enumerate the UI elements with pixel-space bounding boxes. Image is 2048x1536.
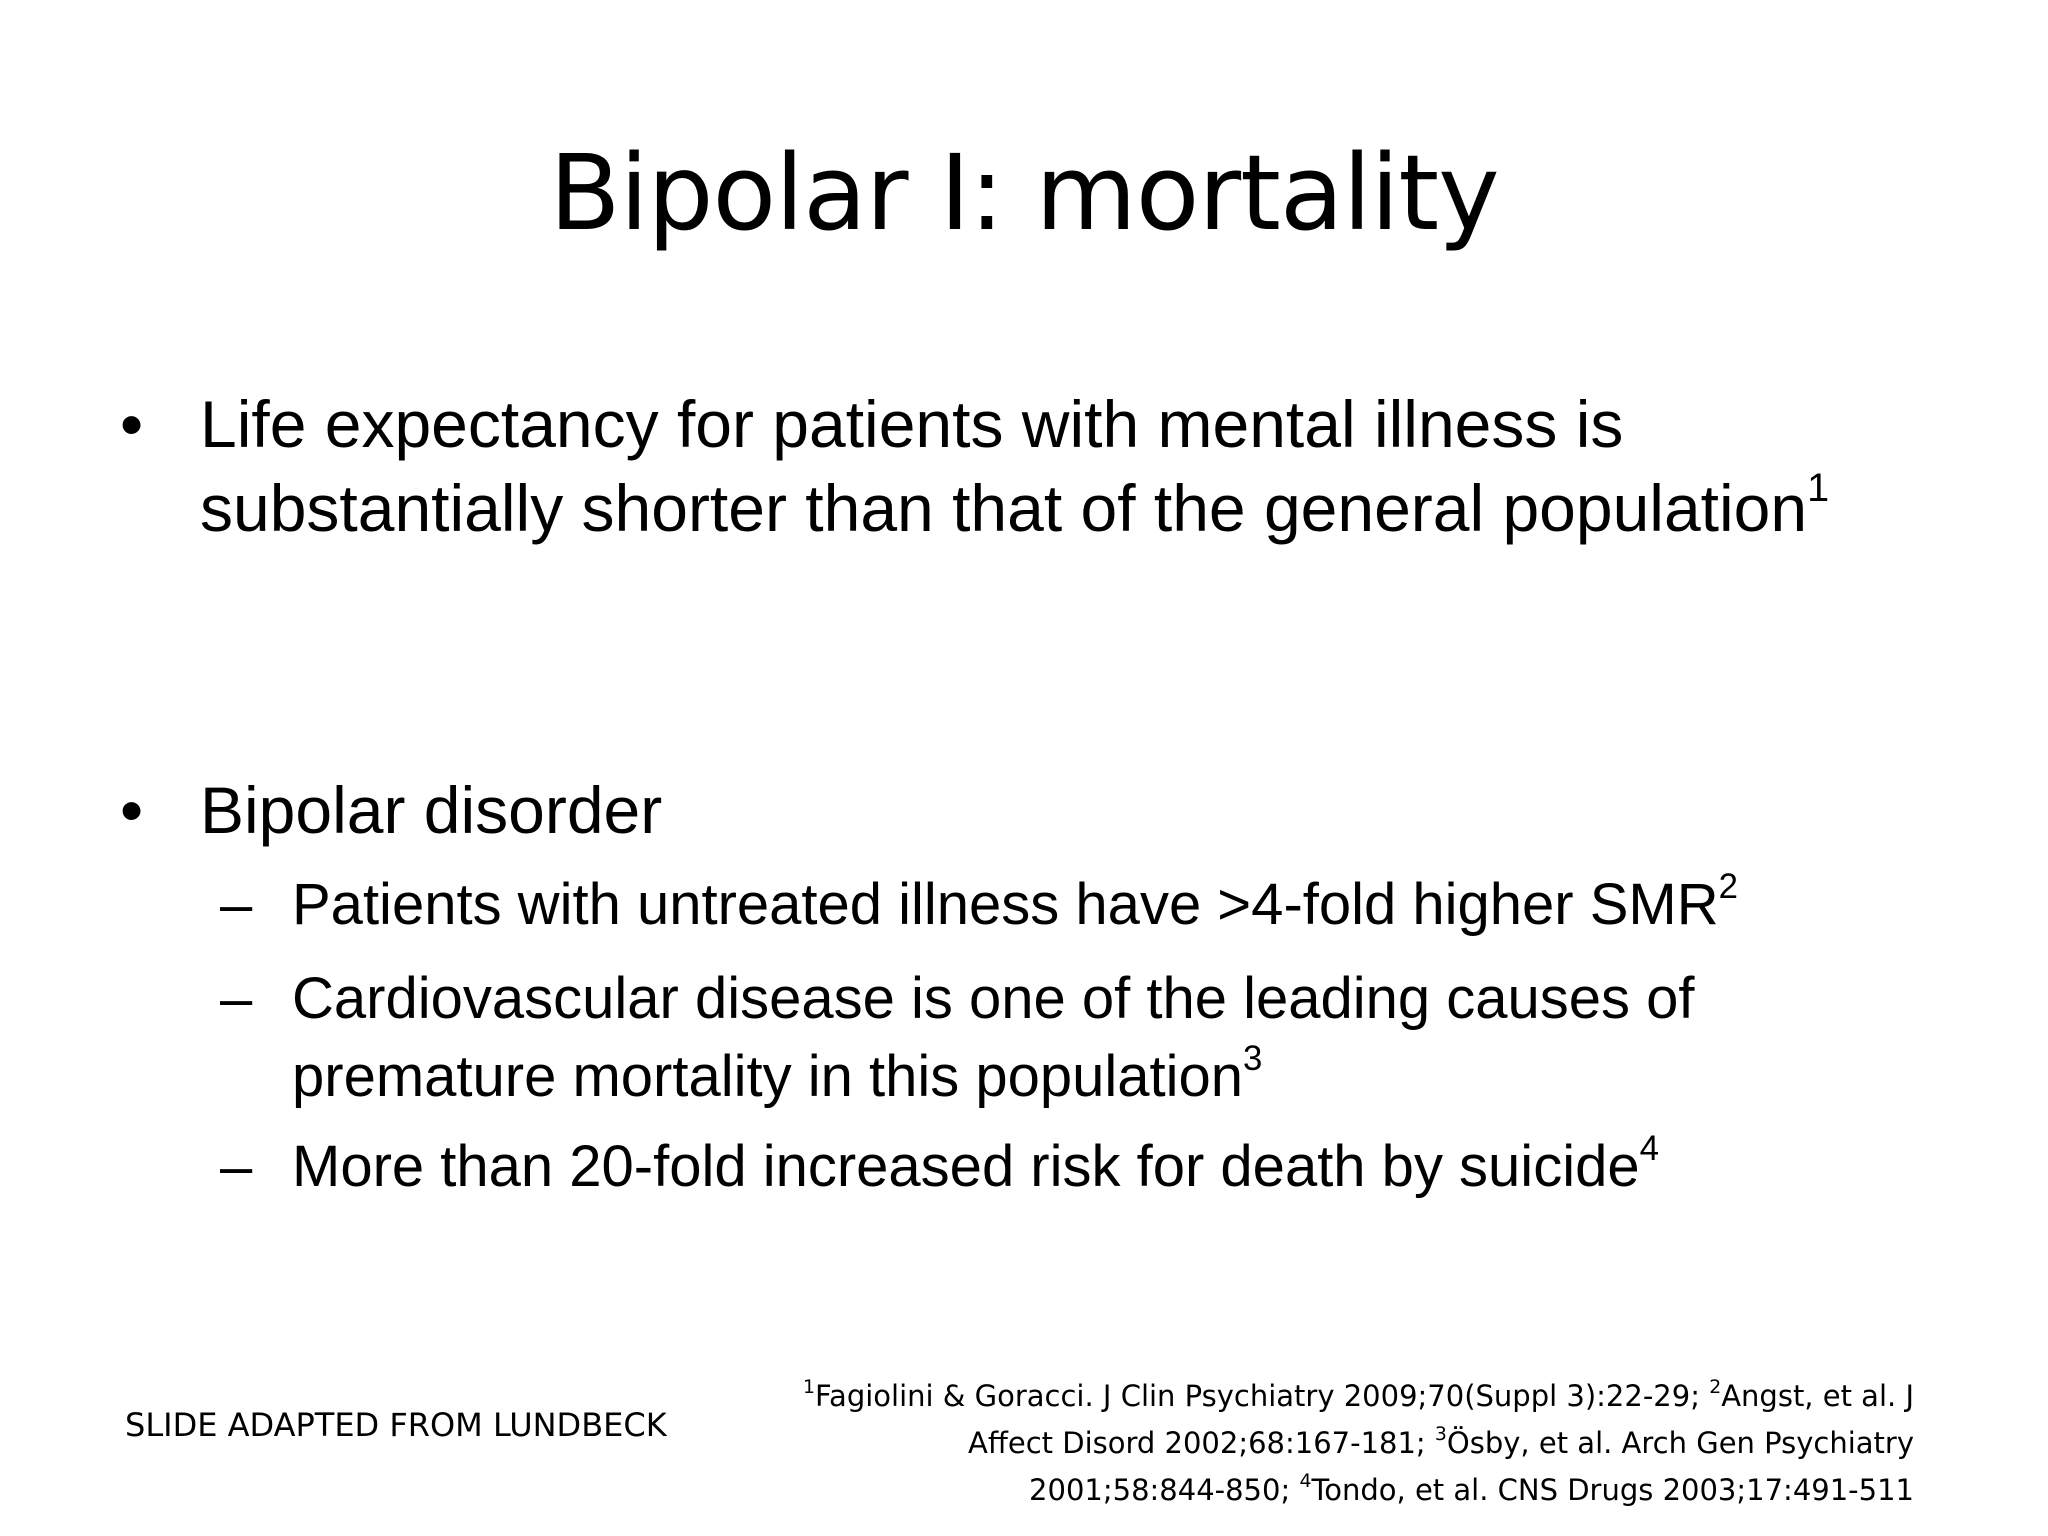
sub-bullet-marker: – (220, 1134, 253, 1199)
sub-bullet-text: More than 20-fold increased risk for dea… (292, 1128, 1932, 1214)
sub-bullet-text: Patients with untreated illness have >4-… (292, 866, 1932, 952)
references-footnote: 1Fagiolini & Goracci. J Clin Psychiatry … (780, 1375, 1914, 1516)
reference-superscript: 3 (1243, 1038, 1263, 1078)
reference-text: Ösby, et al. Arch Gen Psychiatry 2001;58… (1029, 1426, 1914, 1507)
reference-text: Tondo, et al. CNS Drugs 2003;17:491-511 (1311, 1473, 1914, 1507)
reference-number: 4 (1299, 1470, 1312, 1492)
source-note: SLIDE ADAPTED FROM LUNDBECK (125, 1406, 667, 1444)
reference-number: 1 (803, 1376, 816, 1398)
sub-bullet-text-content: More than 20-fold increased risk for dea… (292, 1134, 1640, 1199)
bullet-marker: • (120, 387, 144, 461)
bullet-text: Bipolar disorder (200, 773, 663, 847)
slide-title: Bipolar I: mortality (549, 132, 1499, 254)
sub-bullet-text-content: Patients with untreated illness have >4-… (292, 872, 1719, 937)
sub-bullet-marker: – (220, 872, 253, 937)
bullet-text-content: Life expectancy for patients with mental… (200, 387, 1808, 545)
reference-text: Angst, et al. J Affect Disord 2002;68:16… (968, 1379, 1914, 1460)
reference-superscript: 1 (1807, 466, 1830, 511)
reference-number: 2 (1709, 1376, 1722, 1398)
reference-text: Fagiolini & Goracci. J Clin Psychiatry 2… (815, 1379, 1710, 1413)
reference-superscript: 4 (1639, 1128, 1659, 1168)
sub-bullet-text: Cardiovascular disease is one of the lea… (292, 960, 1932, 1124)
sub-bullet-text-content: Cardiovascular disease is one of the lea… (292, 966, 1695, 1109)
reference-number: 3 (1434, 1423, 1447, 1445)
reference-superscript: 2 (1718, 866, 1738, 906)
sub-bullet-marker: – (220, 966, 253, 1031)
bullet-marker: • (120, 773, 144, 847)
bullet-text: Life expectancy for patients with mental… (200, 382, 1920, 560)
